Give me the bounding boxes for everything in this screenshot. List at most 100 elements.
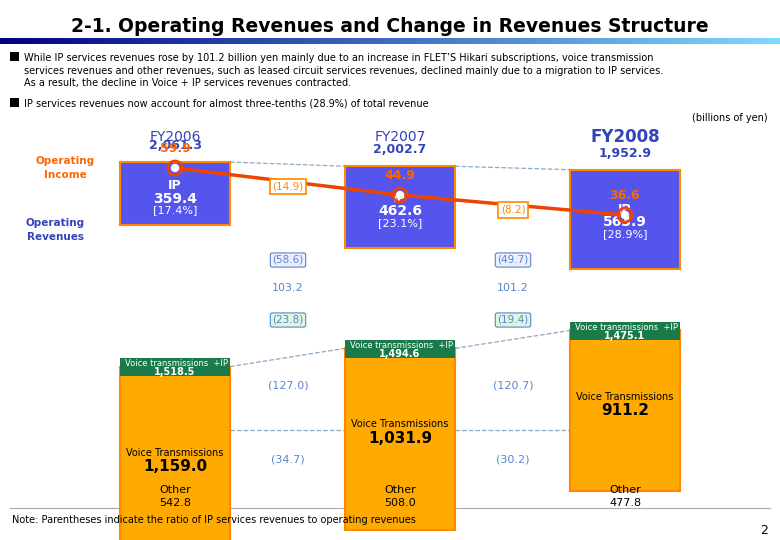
Bar	[693, 38, 694, 44]
Bar	[229, 38, 230, 44]
Bar	[221, 38, 222, 44]
Bar	[479, 38, 480, 44]
Bar	[303, 38, 304, 44]
Bar	[462, 38, 463, 44]
Bar	[361, 38, 362, 44]
Bar	[463, 38, 464, 44]
Bar	[474, 38, 475, 44]
Bar	[298, 38, 299, 44]
Bar	[714, 38, 715, 44]
Bar	[203, 38, 204, 44]
Bar	[441, 38, 442, 44]
Bar	[630, 38, 631, 44]
Bar	[464, 38, 465, 44]
Bar	[657, 38, 658, 44]
Bar	[240, 38, 241, 44]
Bar	[518, 38, 519, 44]
Bar	[731, 38, 732, 44]
Bar	[279, 38, 280, 44]
Bar	[435, 38, 436, 44]
Bar	[61, 38, 62, 44]
Bar	[213, 38, 214, 44]
Bar	[661, 38, 662, 44]
Bar	[226, 38, 227, 44]
Bar	[429, 38, 430, 44]
Bar	[707, 38, 708, 44]
Bar	[238, 38, 239, 44]
Bar	[567, 38, 568, 44]
Bar	[514, 38, 515, 44]
Bar	[627, 38, 628, 44]
Bar	[587, 38, 588, 44]
Bar	[526, 38, 527, 44]
Bar	[656, 38, 657, 44]
Bar	[409, 38, 410, 44]
Bar	[158, 38, 159, 44]
Bar	[242, 38, 243, 44]
Bar	[546, 38, 547, 44]
Bar	[365, 38, 366, 44]
Bar	[278, 38, 279, 44]
Bar	[584, 38, 585, 44]
Bar	[338, 38, 339, 44]
Bar	[447, 38, 448, 44]
Bar	[558, 38, 559, 44]
Bar	[11, 38, 12, 44]
Bar	[779, 38, 780, 44]
Bar	[421, 38, 422, 44]
Bar	[754, 38, 755, 44]
Bar	[506, 38, 507, 44]
Bar	[715, 38, 716, 44]
Bar	[115, 38, 116, 44]
Bar	[566, 38, 567, 44]
Bar	[113, 38, 114, 44]
Bar	[149, 38, 150, 44]
Bar	[263, 38, 264, 44]
Bar	[110, 38, 111, 44]
Bar	[247, 38, 248, 44]
Bar	[708, 38, 709, 44]
Bar	[190, 38, 191, 44]
Bar	[309, 38, 310, 44]
Bar	[67, 38, 68, 44]
Text: (23.8): (23.8)	[272, 315, 303, 325]
Bar	[564, 38, 565, 44]
Bar	[282, 38, 283, 44]
Bar	[491, 38, 492, 44]
Bar	[38, 38, 39, 44]
Bar	[762, 38, 763, 44]
Bar	[264, 38, 265, 44]
Text: (19.4): (19.4)	[498, 315, 529, 325]
Bar	[10, 98, 19, 107]
Bar	[9, 38, 10, 44]
Bar	[553, 38, 554, 44]
Bar	[227, 38, 228, 44]
Bar	[123, 38, 124, 44]
Bar	[257, 38, 258, 44]
Bar	[665, 38, 666, 44]
Bar	[525, 38, 526, 44]
Bar	[701, 38, 702, 44]
Bar	[162, 38, 163, 44]
Bar	[81, 38, 82, 44]
Bar	[185, 38, 186, 44]
Bar	[493, 38, 494, 44]
Bar	[687, 38, 688, 44]
Bar	[179, 38, 180, 44]
Bar	[586, 38, 587, 44]
Bar	[654, 38, 655, 44]
Bar	[700, 38, 701, 44]
Bar	[572, 38, 573, 44]
Bar	[704, 38, 705, 44]
Bar	[84, 38, 85, 44]
Bar	[233, 38, 234, 44]
Bar	[418, 38, 419, 44]
Bar	[21, 38, 22, 44]
Bar	[407, 38, 408, 44]
Bar	[389, 38, 390, 44]
Bar	[86, 38, 87, 44]
Bar	[237, 38, 238, 44]
Text: 1,518.5: 1,518.5	[154, 368, 196, 377]
Bar	[750, 38, 751, 44]
Bar	[652, 38, 653, 44]
